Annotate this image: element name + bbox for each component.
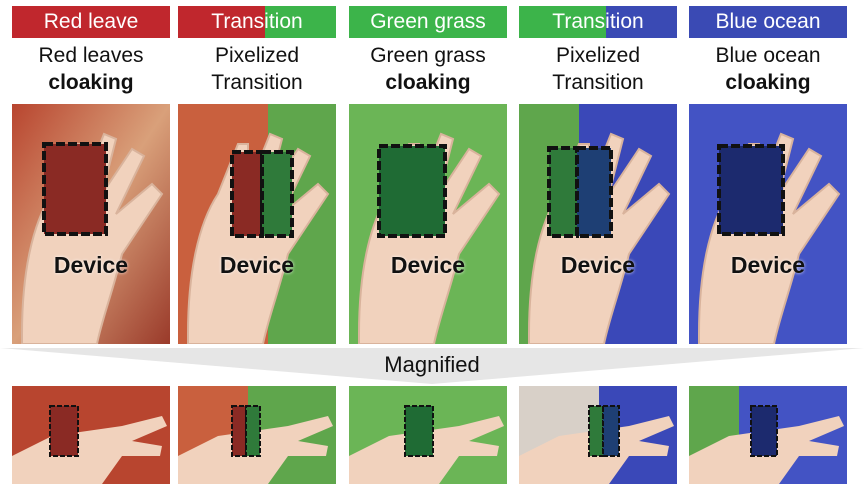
thumbnail-transition-2 <box>519 386 677 484</box>
hand-photo <box>519 104 677 344</box>
thumbnail-transition-1 <box>178 386 336 484</box>
hand-photo <box>689 104 847 344</box>
banner-red-leave: Red leave <box>12 6 170 38</box>
panel-red-leaves: Red leave Red leaves cloaking Device <box>12 0 170 490</box>
banner-transition: Transition <box>178 6 336 38</box>
device-label: Device <box>53 252 129 278</box>
banner-green-grass: Green grass <box>349 6 507 38</box>
device-label: Device <box>560 252 636 278</box>
device-label: Device <box>219 252 295 278</box>
magnified-arrow <box>0 348 864 384</box>
thumbnail-blue-ocean <box>689 386 847 484</box>
caption: Green grass cloaking <box>370 44 486 94</box>
device-label: Device <box>390 252 466 278</box>
caption: Pixelized Transition <box>552 44 644 94</box>
panel-transition-2: Transition Pixelized Transition Device <box>519 0 677 490</box>
banner-blue-ocean: Blue ocean <box>689 6 847 38</box>
thumbnail-red-leaves <box>12 386 170 484</box>
caption: Red leaves cloaking <box>38 44 144 94</box>
panel-green-grass: Green grass Green grass cloaking Device <box>349 0 507 490</box>
thumbnail-green-grass <box>349 386 507 484</box>
device-label: Device <box>730 252 806 278</box>
magnified-label: Magnified <box>384 352 480 377</box>
panel-transition-1: Transition Pixelized Transition Device <box>178 0 336 490</box>
caption: Blue ocean cloaking <box>715 44 821 94</box>
caption: Pixelized Transition <box>211 44 303 94</box>
banner-transition: Transition <box>519 6 677 38</box>
hand-photo <box>12 104 170 344</box>
hand-photo <box>349 104 507 344</box>
panel-blue-ocean: Blue ocean Blue ocean cloaking Device <box>689 0 847 490</box>
hand-photo <box>178 104 336 344</box>
